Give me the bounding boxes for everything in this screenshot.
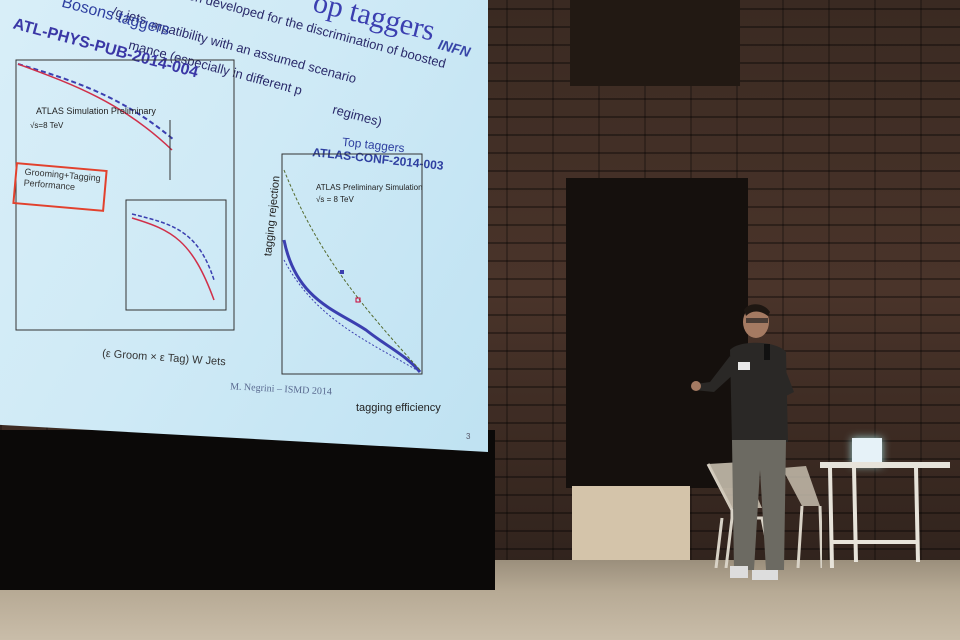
slide-page-number: 3 xyxy=(466,432,471,441)
speaker xyxy=(691,304,794,580)
brick-pillar-top xyxy=(570,0,740,86)
svg-text:√s = 8 TeV: √s = 8 TeV xyxy=(316,195,354,204)
top-tagger-plot: ATLAS Preliminary Simulation √s = 8 TeV xyxy=(281,153,423,375)
lit-wall-panel xyxy=(572,486,690,564)
svg-text:ATLAS Preliminary Simulation: ATLAS Preliminary Simulation xyxy=(316,183,423,192)
dark-doorway xyxy=(566,178,748,488)
svg-text:ATLAS Simulation Preliminary: ATLAS Simulation Preliminary xyxy=(36,106,156,116)
screen-base-curtain xyxy=(0,430,495,590)
side-table xyxy=(820,462,950,569)
laptop-screen-glow xyxy=(852,438,882,466)
left-plot-x-label: (ε Groom × ε Tag) W Jets xyxy=(101,347,227,369)
right-plot-x-label: tagging efficiency xyxy=(356,402,441,414)
projected-slide: op taggers been developed for the discri… xyxy=(0,0,488,452)
svg-text:√s=8 TeV: √s=8 TeV xyxy=(30,121,64,130)
bosons-tagger-plot: ATLAS Simulation Preliminary √s=8 TeV xyxy=(15,59,235,331)
slide-intro-line4: regimes) xyxy=(330,101,384,130)
